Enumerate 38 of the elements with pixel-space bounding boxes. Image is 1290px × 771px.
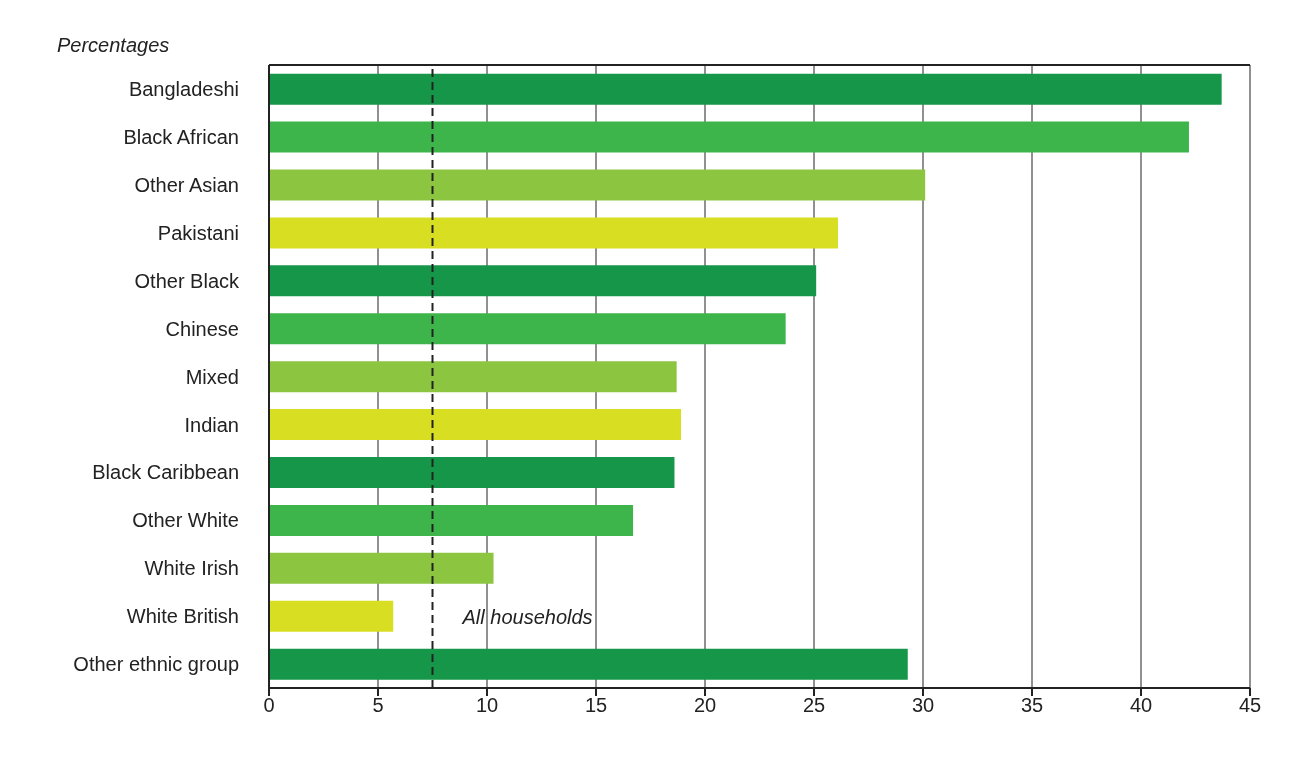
y-tick-label: Mixed [185,365,239,388]
x-tick-label: 40 [1129,694,1153,717]
x-tick-label: 45 [1238,694,1262,717]
x-tick-label: 35 [1020,694,1044,717]
y-tick-label: Other Asian [134,173,239,196]
y-tick-label: Black Caribbean [92,461,239,484]
y-tick-label: White Irish [144,557,239,580]
y-tick-label: Chinese [165,317,239,340]
y-tick-label: Indian [184,413,239,436]
ref-line-label: All households [461,606,593,628]
bar [269,313,786,345]
y-tick-label: Pakistani [157,221,239,244]
x-tick-label: 5 [372,694,384,717]
x-tick-label: 25 [802,694,826,717]
y-tick-label: Other Black [134,269,240,292]
bar [269,73,1222,105]
bar [269,121,1189,153]
bar [269,217,838,249]
x-tick-label: 0 [263,694,275,717]
bar [269,648,908,680]
y-tick-label: White British [126,605,239,628]
bar [269,600,394,632]
x-tick-label: 10 [475,694,499,717]
bar [269,504,634,536]
bar [269,457,675,489]
bar [269,361,677,393]
y-tick-label: Bangladeshi [128,78,239,101]
bar [269,552,494,584]
bar [269,169,926,201]
y-tick-label: Other White [132,509,239,532]
bar [269,409,682,441]
y-tick-label: Other ethnic group [73,653,239,676]
x-axis-title: Percentages [57,34,170,57]
x-tick-label: 30 [911,694,935,717]
bar [269,265,817,297]
y-tick-label: Black African [123,125,239,148]
x-tick-label: 20 [693,694,717,717]
x-tick-label: 15 [584,694,608,717]
